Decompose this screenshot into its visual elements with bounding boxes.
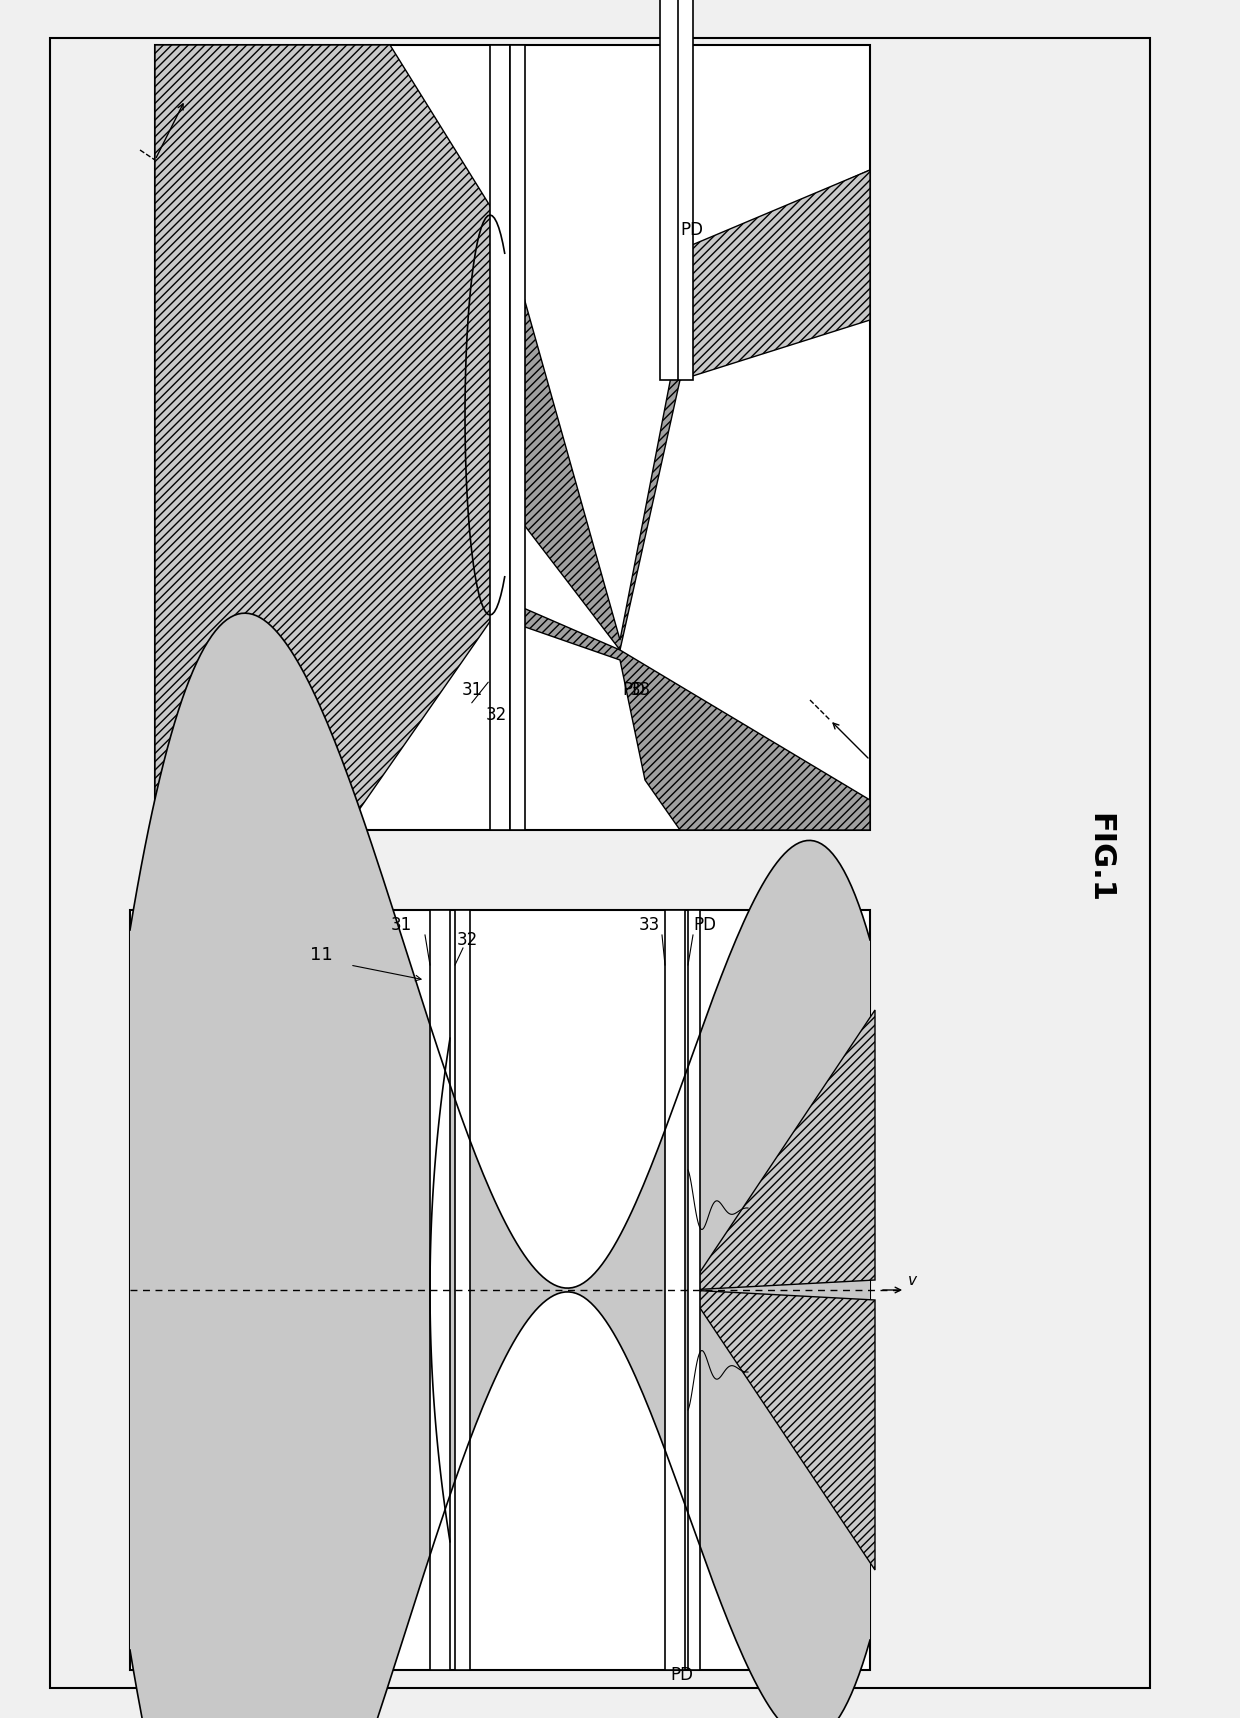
Polygon shape bbox=[130, 613, 870, 1290]
Text: PD: PD bbox=[670, 1666, 693, 1684]
Bar bbox=[155, 45, 870, 830]
Bar bbox=[665, 911, 684, 1670]
Bar bbox=[455, 911, 470, 1670]
Bar bbox=[510, 45, 525, 830]
Polygon shape bbox=[680, 170, 870, 380]
Bar bbox=[678, 0, 693, 380]
Bar bbox=[490, 45, 510, 830]
Polygon shape bbox=[155, 45, 505, 830]
Bar bbox=[430, 911, 450, 1670]
Polygon shape bbox=[505, 600, 870, 830]
Polygon shape bbox=[688, 1290, 875, 1570]
Text: PD: PD bbox=[680, 222, 703, 239]
Bar bbox=[660, 0, 680, 380]
Polygon shape bbox=[130, 1290, 870, 1718]
Text: 32: 32 bbox=[458, 931, 479, 948]
Bar bbox=[50, 38, 1149, 1689]
Text: 11: 11 bbox=[310, 947, 332, 964]
Text: 31: 31 bbox=[391, 916, 412, 935]
Text: PD: PD bbox=[693, 916, 715, 935]
Text: 33: 33 bbox=[630, 680, 651, 699]
Bar bbox=[688, 911, 701, 1670]
Text: v: v bbox=[908, 1273, 918, 1288]
Polygon shape bbox=[505, 170, 870, 649]
Polygon shape bbox=[688, 1010, 875, 1290]
Text: PD: PD bbox=[622, 680, 645, 699]
Bar bbox=[130, 911, 870, 1670]
Text: 31: 31 bbox=[461, 680, 482, 699]
Text: 32: 32 bbox=[485, 706, 507, 723]
Text: 33: 33 bbox=[639, 916, 660, 935]
Text: FIG.1: FIG.1 bbox=[1085, 813, 1115, 904]
